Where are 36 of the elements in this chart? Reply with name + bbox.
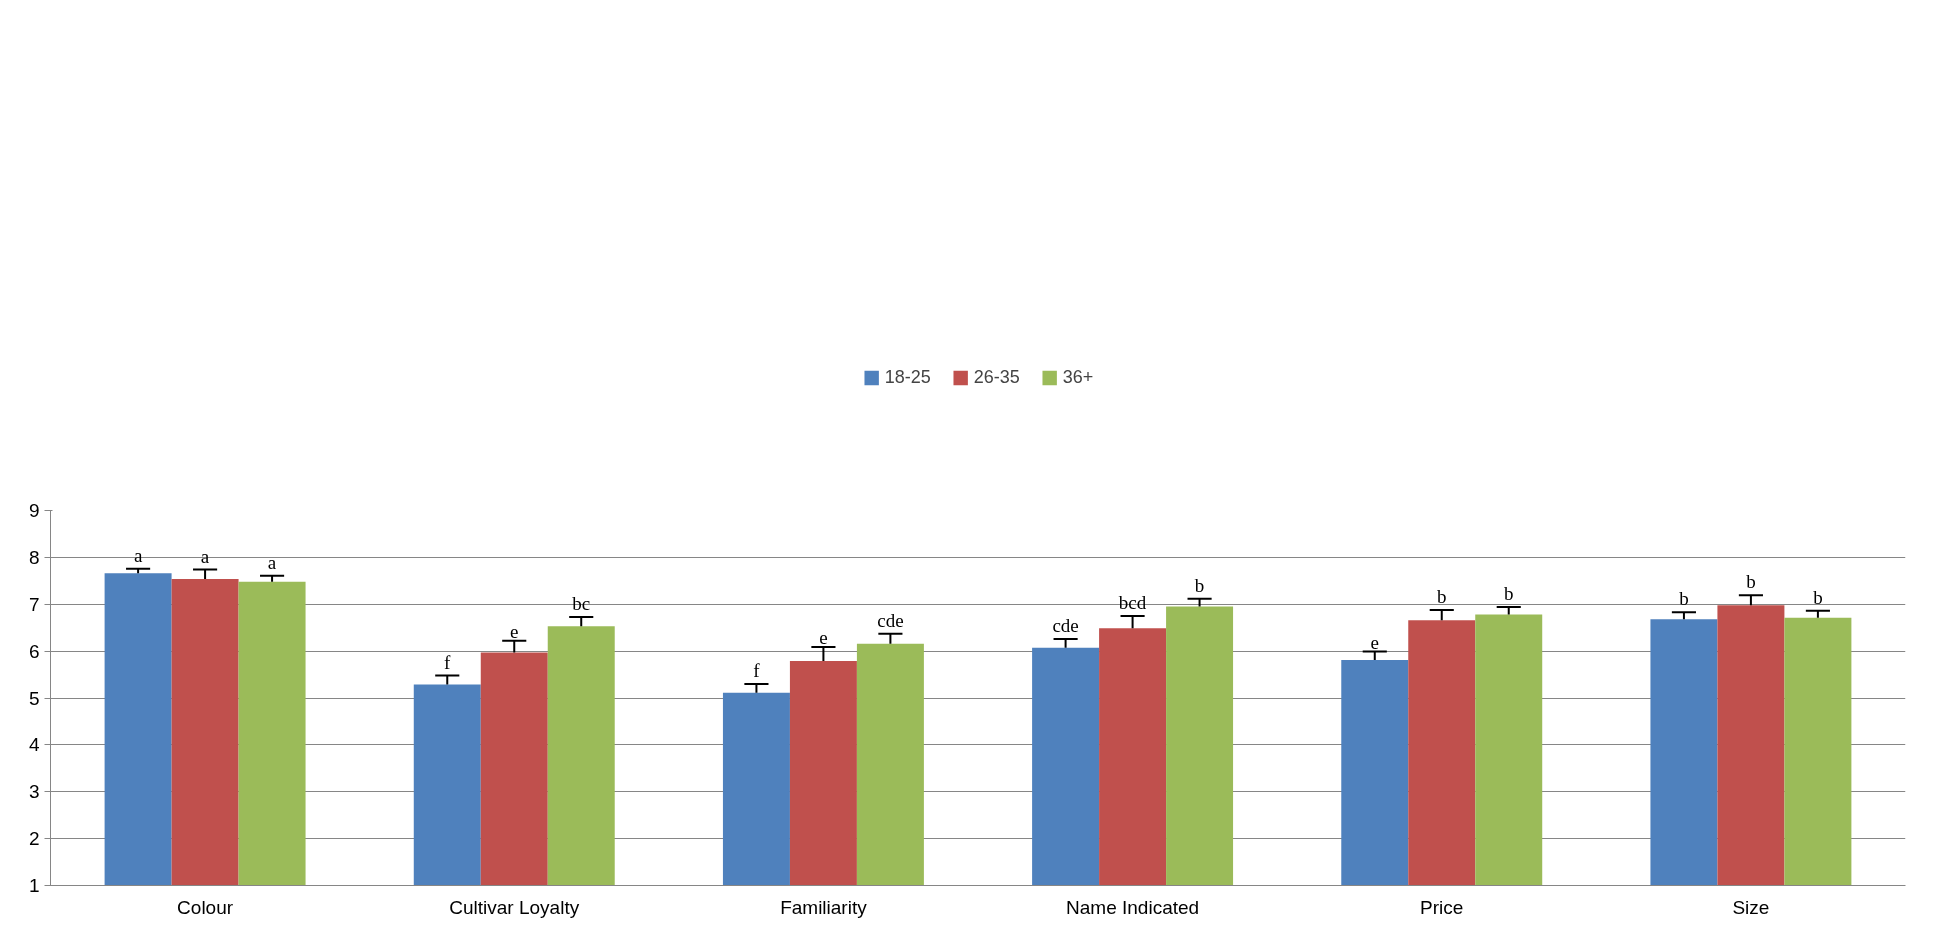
data-label: a bbox=[267, 551, 277, 573]
x-tick-label: Size bbox=[1732, 896, 1770, 918]
legend-label: 18-25 bbox=[884, 366, 931, 388]
y-tick-label: 8 bbox=[28, 546, 40, 568]
data-label: bc bbox=[572, 592, 591, 614]
data-label: b bbox=[1194, 574, 1205, 596]
x-tick-label: Cultivar Loyalty bbox=[449, 896, 580, 918]
data-label: b bbox=[1813, 586, 1823, 608]
x-tick-label: Name Indicated bbox=[1066, 896, 1200, 918]
x-tick-label: Colour bbox=[177, 896, 234, 918]
data-label: e bbox=[1370, 631, 1379, 653]
data-label: b bbox=[1679, 588, 1689, 610]
data-label: f bbox=[753, 659, 761, 681]
y-tick-label: 9 bbox=[28, 500, 40, 521]
y-tick-label: 3 bbox=[28, 781, 40, 803]
legend-label: 36+ bbox=[1062, 366, 1094, 388]
data-label: b bbox=[1437, 585, 1447, 607]
y-tick-label: 7 bbox=[28, 593, 40, 615]
y-tick-label: 1 bbox=[28, 875, 40, 896]
y-tick-label: 5 bbox=[28, 687, 40, 709]
data-label: e bbox=[510, 620, 519, 642]
x-tick-label: Familiarity bbox=[780, 896, 868, 918]
data-label: a bbox=[200, 545, 210, 567]
data-label: e bbox=[819, 626, 828, 648]
data-label: a bbox=[133, 544, 143, 566]
data-label: cde bbox=[1052, 614, 1079, 636]
data-label: f bbox=[444, 651, 452, 673]
x-tick-label: Price bbox=[1420, 896, 1464, 918]
data-label: b bbox=[1746, 571, 1756, 593]
data-label: b bbox=[1503, 583, 1514, 605]
y-tick-label: 2 bbox=[28, 828, 40, 850]
y-tick-label: 6 bbox=[28, 640, 40, 662]
legend-label: 26-35 bbox=[973, 366, 1020, 388]
y-tick-label: 4 bbox=[28, 734, 40, 756]
data-label: cde bbox=[877, 609, 904, 631]
data-label: bcd bbox=[1118, 591, 1147, 613]
